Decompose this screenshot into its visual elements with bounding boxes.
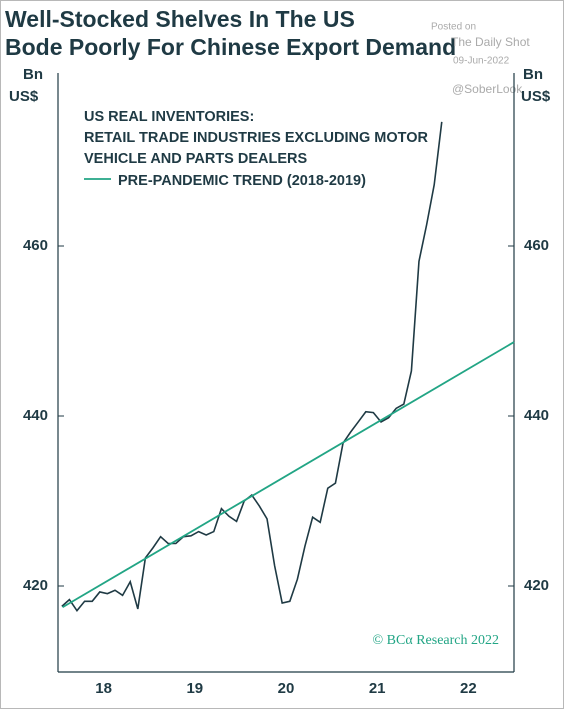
x-tick-label: 22 <box>460 680 477 697</box>
watermark: @SoberLook <box>452 82 523 96</box>
y-tick-label: 440 <box>524 407 549 424</box>
legend-label: PRE-PANDEMIC TREND (2018-2019) <box>118 173 366 189</box>
credit: © BCα Research 2022 <box>373 633 499 648</box>
x-tick-label: 19 <box>186 680 203 697</box>
chart-title: Well-Stocked Shelves In The US <box>5 6 355 32</box>
y-tick-label: 460 <box>524 237 549 254</box>
chart-title: Bode Poorly For Chinese Export Demand <box>5 34 456 60</box>
x-tick-label: 21 <box>369 680 386 697</box>
watermark: Posted on <box>431 22 476 33</box>
legend-title: US REAL INVENTORIES: <box>84 109 254 125</box>
y-unit: US$ <box>521 88 551 105</box>
watermark: The Daily Shot <box>451 35 530 49</box>
y-unit: US$ <box>9 88 39 105</box>
series-line <box>61 121 443 612</box>
y-tick-label: 460 <box>23 237 48 254</box>
x-tick-label: 20 <box>278 680 295 697</box>
watermark: 09-Jun-2022 <box>453 56 510 67</box>
series-line <box>62 341 515 609</box>
legend-label: RETAIL TRADE INDUSTRIES EXCLUDING MOTOR … <box>84 130 428 167</box>
y-tick-label: 420 <box>23 577 48 594</box>
y-tick-label: 440 <box>23 407 48 424</box>
y-unit: Bn <box>23 66 43 83</box>
x-tick-label: 18 <box>95 680 112 697</box>
y-tick-label: 420 <box>524 577 549 594</box>
y-unit: Bn <box>523 66 543 83</box>
